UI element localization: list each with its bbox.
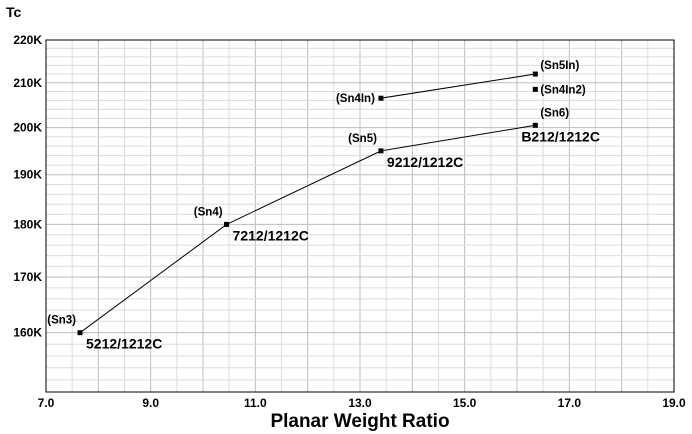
x-tick-label: 13.0	[348, 396, 372, 410]
y-tick-labels: 160K 170K 180K 190K 200K 210K 220K	[13, 33, 42, 340]
data-point-marker	[532, 122, 538, 128]
series-line	[380, 73, 536, 99]
data-point-marker	[532, 86, 538, 92]
point-tag-label: (Sn3)	[47, 315, 76, 327]
data-point-marker	[77, 330, 83, 336]
point-tag-label: (Sn5)	[348, 133, 377, 145]
compound-label: 5212/1212C	[86, 336, 162, 352]
data-point-marker	[378, 95, 384, 101]
x-tick-label: 19.0	[662, 396, 686, 410]
y-tick-label: 160K	[13, 326, 42, 340]
point-tag-label: (Sn4)	[194, 206, 223, 218]
x-tick-label: 7.0	[38, 396, 55, 410]
y-tick-label: 210K	[13, 76, 42, 90]
plot-area-border	[45, 39, 675, 393]
y-tick-label: 170K	[13, 270, 42, 284]
data-point-marker	[224, 221, 230, 227]
data-point-marker	[378, 148, 384, 154]
point-tag-label: (Sn6)	[540, 107, 569, 119]
y-tick-label: 190K	[13, 168, 42, 182]
y-axis-title: Tc	[6, 4, 22, 20]
point-tag-label: (Sn4In)	[336, 93, 375, 105]
point-tag-label: (Sn4In2)	[540, 84, 586, 96]
x-tick-label: 15.0	[453, 396, 477, 410]
point-labels: (Sn3) 5212/1212C (Sn4) 7212/1212C (Sn5) 9212/…	[47, 60, 600, 352]
x-axis-title: Planar Weight Ratio	[270, 411, 449, 432]
x-tick-labels: 7.0 9.0 11.0 13.0 15.0 17.0 19.0	[38, 396, 686, 410]
compound-label: 9212/1212C	[387, 154, 463, 170]
compound-label: B212/1212C	[521, 128, 600, 144]
series-layer	[77, 71, 538, 336]
data-point-marker	[532, 71, 538, 77]
compound-label: 7212/1212C	[233, 227, 309, 243]
x-tick-label: 9.0	[142, 396, 159, 410]
y-tick-label: 220K	[13, 33, 42, 47]
y-tick-label: 180K	[13, 217, 42, 231]
x-tick-label: 11.0	[244, 396, 267, 410]
series-line	[79, 124, 536, 334]
point-tag-label: (Sn5In)	[540, 60, 579, 72]
x-tick-label: 17.0	[558, 396, 582, 410]
y-tick-label: 200K	[13, 121, 42, 135]
